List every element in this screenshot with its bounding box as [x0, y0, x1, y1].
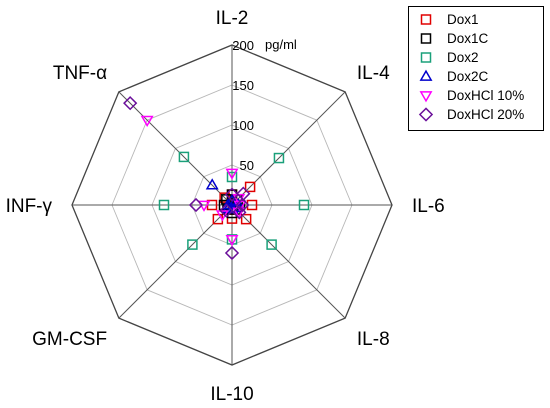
axis-label-il-2: IL-2	[216, 8, 249, 29]
radar-data-markers	[123, 96, 310, 261]
axis-label-il-4: IL-4	[357, 63, 390, 84]
legend-symbol-dox1	[420, 14, 432, 25]
legend-item-dox2: Dox2	[415, 48, 543, 67]
legend-label-dox1: Dox1	[447, 12, 479, 27]
spoke-il-4	[231, 91, 346, 206]
series-doxhcl-20	[123, 96, 251, 261]
legend-symbol-dox2c	[419, 69, 433, 81]
marker-dox2c-inf	[221, 198, 235, 210]
marker-doxhcl-10-il-2	[225, 168, 239, 180]
marker-doxhcl-20-il-10	[224, 245, 240, 261]
unit-label: pg/ml	[265, 37, 297, 52]
marker-doxhcl-10-il-10	[225, 235, 239, 247]
radar-axes	[72, 45, 392, 365]
marker-dox2-il-2	[226, 171, 238, 183]
radar-axis-labels: IL-2 IL-4 IL-6 IL-8 IL-10 GM-CSF INF-γ TNF-α	[6, 8, 445, 405]
legend-item-doxhcl-10: DoxHCl 10%	[415, 86, 543, 105]
marker-dox1-il-8	[240, 213, 252, 225]
legend-marker-doxhcl-10	[419, 91, 433, 103]
marker-dox2c-tnf	[205, 178, 219, 190]
legend: Dox1 Dox1C Dox2 Dox2C DoxHCl 10% DoxHCl 20%	[408, 6, 544, 131]
axis-label-il-8: IL-8	[357, 329, 390, 350]
legend-symbol-dox2	[420, 52, 432, 63]
legend-marker-dox1c	[420, 33, 432, 44]
tick-label-200: 200	[232, 38, 254, 53]
spoke-tnf	[118, 91, 233, 206]
legend-symbol-doxhcl-20	[418, 107, 434, 122]
axis-label-tnf: TNF-α	[53, 63, 107, 84]
axis-label-gm-csf: GM-CSF	[32, 329, 107, 350]
marker-dox2-il-4	[273, 152, 285, 164]
axis-label-inf: INF-γ	[6, 196, 53, 217]
legend-symbol-dox1c	[420, 33, 432, 44]
legend-item-doxhcl-20: DoxHCl 20%	[415, 105, 543, 124]
marker-doxhcl-20-il-8	[232, 205, 247, 220]
tick-label-100: 100	[232, 118, 254, 133]
tick-label-50: 50	[240, 158, 254, 173]
legend-label-dox2c: Dox2C	[447, 69, 489, 84]
marker-doxhcl-20-il-6	[235, 197, 250, 213]
legend-symbol-doxhcl-10	[419, 91, 433, 103]
marker-dox2-gm-csf	[187, 239, 198, 250]
legend-label-dox2: Dox2	[447, 50, 479, 65]
marker-dox2-tnf	[178, 151, 190, 163]
marker-doxhcl-10-tnf	[140, 115, 154, 128]
legend-label-doxhcl-10: DoxHCl 10%	[447, 88, 525, 103]
legend-label-doxhcl-20: DoxHCl 20%	[447, 107, 525, 122]
axis-label-il-10: IL-10	[210, 384, 253, 405]
series-doxhcl-10	[140, 115, 247, 247]
legend-item-dox2c: Dox2C	[415, 67, 543, 86]
marker-doxhcl-20-inf	[188, 197, 204, 213]
radar-tick-labels: 50 100 150 200	[232, 38, 254, 173]
marker-dox2-il-6	[298, 199, 310, 211]
legend-marker-dox2c	[419, 69, 433, 81]
axis-label-il-6: IL-6	[412, 196, 445, 217]
legend-marker-doxhcl-20	[418, 107, 434, 122]
legend-item-dox1: Dox1	[415, 10, 543, 29]
legend-item-dox1c: Dox1C	[415, 29, 543, 48]
tick-label-150: 150	[232, 78, 254, 93]
marker-dox2-il-8	[266, 239, 277, 250]
legend-label-dox1c: Dox1C	[447, 31, 489, 46]
marker-doxhcl-20-tnf	[123, 96, 138, 111]
marker-dox2-inf	[158, 199, 170, 211]
marker-doxhcl-20-gm-csf	[219, 203, 234, 218]
marker-doxhcl-20-il-2	[224, 187, 240, 202]
marker-dox1-il-4	[244, 181, 256, 193]
legend-marker-dox1	[420, 14, 432, 25]
legend-marker-dox2	[420, 52, 432, 63]
